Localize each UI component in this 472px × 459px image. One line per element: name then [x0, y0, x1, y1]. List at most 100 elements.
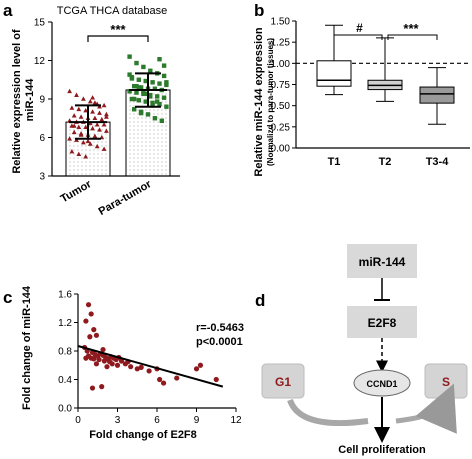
a-point — [104, 114, 109, 119]
a-point — [164, 80, 169, 85]
cycle-arc-right — [395, 383, 457, 434]
c-point — [85, 302, 92, 308]
a-y-tick-label: 3 — [39, 172, 45, 183]
a-point — [76, 151, 82, 156]
c-fit-line — [77, 345, 224, 388]
a-point — [138, 85, 144, 90]
a-point — [143, 91, 148, 97]
b-box — [316, 60, 352, 87]
a-point — [94, 122, 100, 127]
a-point — [90, 109, 95, 114]
c-point — [109, 361, 115, 367]
c-point — [87, 334, 93, 340]
a-point — [81, 96, 86, 101]
c-point — [100, 346, 106, 353]
c-y-tick-label: 1.2 — [58, 318, 72, 329]
c-point — [93, 332, 100, 338]
s-label: S — [442, 375, 450, 389]
a-point — [161, 95, 167, 100]
mir144-label: miR-144 — [359, 255, 406, 269]
a-point — [101, 122, 107, 127]
panel-a: a TCGA THCA database 3 6 9 12 15 Tumor Para-tu… — [3, 1, 180, 218]
a-point — [164, 82, 169, 88]
panel-c-xlabel: Fold change of E2F8 — [89, 429, 197, 441]
cycle-arc-left — [287, 398, 369, 427]
c-point — [197, 362, 204, 368]
a-point — [83, 124, 89, 130]
b-sig-label: # — [356, 21, 363, 35]
panel-c-r-value: r=-0.5463 — [196, 322, 244, 334]
a-point — [152, 86, 158, 91]
c-y-tick-label: 1.6 — [58, 290, 72, 301]
panel-b-ylabel-sub: (Normalizd to para-tumor tissues) — [266, 38, 275, 166]
a-point — [90, 125, 95, 131]
a-y-tick-label: 15 — [34, 18, 46, 29]
c-x-tick-label: 6 — [154, 415, 160, 426]
c-point — [101, 358, 107, 364]
panel-label-c: c — [3, 288, 12, 307]
a-point — [92, 100, 98, 105]
a-point — [129, 74, 135, 80]
a-point — [87, 141, 93, 146]
a-point — [101, 146, 107, 151]
a-point — [87, 98, 93, 104]
panel-b: b 0.00 0.25 0.50 0.75 1.00 1.25 1.50 T1 T2 T3-4 # *… — [253, 1, 470, 177]
c-point — [93, 361, 100, 367]
ccnd1-label: CCND1 — [366, 379, 397, 389]
a-y-tick-label: 9 — [39, 95, 45, 106]
a-point — [85, 138, 91, 144]
a-point — [97, 127, 102, 132]
a-category-label: Para-tumor — [97, 178, 154, 218]
panel-label-a: a — [3, 1, 13, 20]
a-point — [69, 149, 75, 154]
a-point — [101, 102, 107, 108]
a-point — [157, 57, 162, 62]
a-point — [141, 89, 146, 94]
e2f8-label: E2F8 — [368, 316, 397, 330]
a-point — [104, 111, 109, 117]
a-point — [67, 136, 72, 141]
c-x-tick-label: 0 — [75, 415, 81, 426]
b-y-tick-label: 1.00 — [271, 59, 291, 70]
b-y-tick-label: 1.25 — [271, 38, 291, 49]
a-point — [148, 94, 153, 99]
c-point — [138, 364, 144, 370]
b-y-tick-label: 0.00 — [271, 144, 291, 155]
a-point — [71, 129, 77, 135]
a-point — [83, 107, 89, 113]
a-point — [155, 99, 160, 104]
a-point — [134, 90, 139, 95]
a-point — [155, 94, 160, 99]
a-point — [67, 88, 72, 94]
a-point — [81, 140, 86, 145]
c-point — [83, 355, 89, 361]
panel-label-b: b — [254, 1, 264, 20]
g1-label: G1 — [275, 375, 291, 389]
e2f8-box — [347, 306, 417, 338]
c-point — [157, 376, 163, 383]
c-y-tick-label: 0.4 — [58, 375, 72, 386]
b-category-label: T2 — [379, 156, 392, 168]
c-point — [89, 385, 96, 391]
a-point — [76, 106, 82, 112]
a-point — [83, 154, 89, 159]
panel-d: d miR-144 E2F8 G1 S CCND1 Cell prolifera… — [255, 244, 468, 456]
a-point — [161, 73, 167, 79]
a-point — [127, 72, 132, 77]
c-point — [91, 327, 97, 333]
a-point — [92, 115, 98, 121]
a-point — [104, 128, 109, 133]
a-point — [134, 60, 139, 66]
a-point — [150, 80, 155, 85]
a-point — [157, 81, 162, 86]
a-point — [76, 124, 82, 130]
a-point — [132, 107, 137, 112]
c-y-tick-label: 0.8 — [58, 347, 72, 358]
a-point — [148, 68, 153, 73]
panel-c-p-value: p<0.0001 — [196, 336, 243, 348]
a-point — [129, 96, 135, 102]
b-box — [419, 86, 455, 104]
panel-b-ylabel: Relative miR-144 expression — [253, 27, 265, 176]
a-point — [90, 95, 95, 100]
